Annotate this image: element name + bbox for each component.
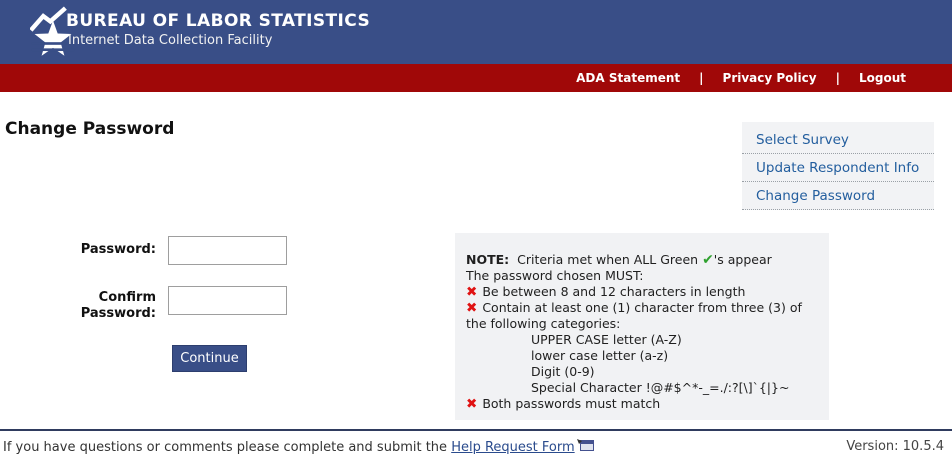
password-criteria-note: NOTE: Criteria met when ALL Green ✔'s ap… [455, 233, 829, 420]
criterion-text: Be between 8 and 12 characters in length [482, 284, 746, 299]
note-label: NOTE: [466, 252, 510, 267]
bls-star-logo-icon [29, 5, 76, 59]
category-list: UPPER CASE letter (A-Z) lower case lette… [531, 332, 823, 396]
red-x-icon: ✖ [466, 300, 478, 316]
password-input[interactable] [168, 236, 287, 265]
red-x-icon: ✖ [466, 396, 478, 412]
note-intro-text: Criteria met when ALL Green [517, 252, 699, 267]
header-text: BUREAU OF LABOR STATISTICS Internet Data… [66, 11, 370, 48]
header-title: BUREAU OF LABOR STATISTICS [66, 11, 371, 31]
continue-button[interactable]: Continue [172, 345, 247, 372]
note-intro-suffix: 's appear [713, 252, 772, 267]
footer-help: If you have questions or comments please… [3, 439, 594, 456]
nav-separator: | [835, 71, 840, 85]
criterion-categories: ✖ Contain at least one (1) character from… [466, 300, 823, 332]
criterion-text: Both passwords must match [482, 396, 661, 411]
category-item: lower case letter (a-z) [531, 348, 669, 363]
criterion-text: Contain at least one (1) character from … [466, 300, 802, 331]
category-item: Special Character !@#$^*-_=./:?[\]`{|}~ [531, 380, 790, 395]
confirm-password-input[interactable] [168, 286, 287, 315]
password-label: Password: [80, 242, 156, 257]
category-item: Digit (0-9) [531, 364, 595, 379]
nav-privacy-policy[interactable]: Privacy Policy [722, 71, 817, 85]
criterion-match: ✖ Both passwords must match [466, 396, 823, 412]
new-window-icon [576, 439, 594, 456]
confirm-password-label: Confirm Password: [80, 290, 156, 321]
criterion-length: ✖ Be between 8 and 12 characters in lengt… [466, 284, 823, 300]
help-request-form-link[interactable]: Help Request Form [451, 440, 575, 455]
header: BUREAU OF LABOR STATISTICS Internet Data… [0, 0, 952, 64]
sidebar-item-update-respondent-info[interactable]: Update Respondent Info [742, 154, 934, 182]
sidebar-item-select-survey[interactable]: Select Survey [742, 126, 934, 154]
version-text: Version: 10.5.4 [846, 439, 944, 454]
footer-help-text: If you have questions or comments please… [3, 440, 448, 455]
nav-logout[interactable]: Logout [858, 71, 906, 85]
red-x-icon: ✖ [466, 284, 478, 300]
page-title: Change Password [5, 119, 175, 139]
top-nav-bar: ADA Statement | Privacy Policy | Logout [0, 64, 952, 92]
nav-separator: | [699, 71, 704, 85]
note-intro-line: NOTE: Criteria met when ALL Green ✔'s ap… [466, 252, 823, 268]
nav-ada-statement[interactable]: ADA Statement [576, 71, 681, 85]
footer: If you have questions or comments please… [0, 429, 952, 456]
sidebar-item-change-password[interactable]: Change Password [742, 182, 934, 210]
category-item: UPPER CASE letter (A-Z) [531, 332, 682, 347]
green-check-icon: ✔ [702, 252, 714, 268]
note-must-line: The password chosen MUST: [466, 268, 644, 283]
sidebar-menu: Select Survey Update Respondent Info Cha… [742, 122, 934, 210]
header-subtitle: Internet Data Collection Facility [68, 33, 273, 48]
